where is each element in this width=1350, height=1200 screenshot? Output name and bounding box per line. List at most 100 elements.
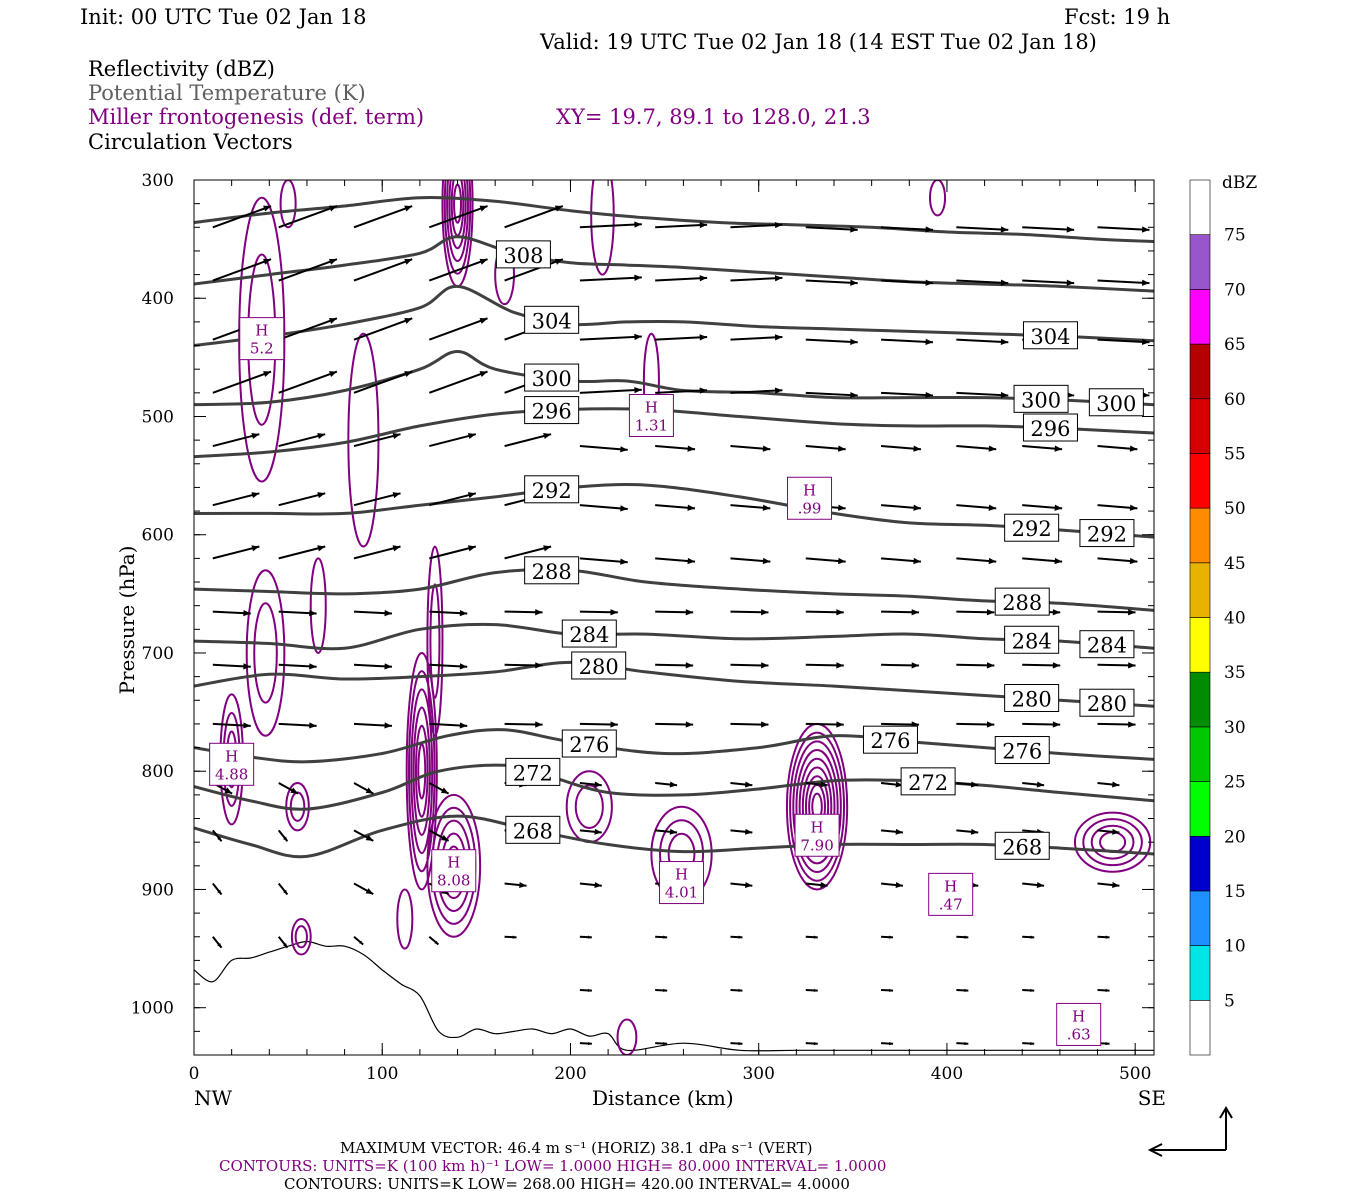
circulation-vector-head: [970, 781, 979, 788]
circulation-vector-head: [850, 338, 858, 345]
circulation-vector-head: [404, 205, 413, 212]
circulation-vector: [504, 205, 564, 229]
colorbar-segment: [1189, 453, 1211, 509]
circulation-vector: [504, 433, 552, 448]
circulation-vector-head: [384, 610, 392, 617]
theta-contour-304: [194, 284, 1154, 348]
circulation-vector-head: [1066, 226, 1075, 233]
theta-label: 280: [579, 655, 619, 679]
circulation-vector-head: [620, 505, 628, 512]
circulation-vector: [655, 223, 708, 229]
circulation-vector-head: [895, 781, 903, 788]
theta-label: 300: [532, 367, 572, 391]
circulation-vector-head: [838, 557, 846, 565]
colorbar-level-label: 70: [1224, 280, 1246, 300]
theta-label-box: [900, 767, 956, 796]
circulation-vector-head: [365, 787, 374, 794]
colorbar-level-label: 55: [1224, 444, 1246, 464]
circulation-vector: [579, 335, 642, 341]
frontogenesis-max-value: 8.08: [437, 872, 470, 890]
theta-label-box: [524, 475, 580, 504]
colorbar-segment: [1189, 1000, 1211, 1056]
theta-label-box: [505, 815, 561, 844]
circulation-vector-head: [738, 935, 743, 939]
circulation-vector: [504, 545, 552, 560]
theta-label-box: [1088, 388, 1144, 417]
frontogenesis-max-box: [787, 476, 833, 520]
colorbar-level-label: 60: [1224, 390, 1246, 410]
circulation-vector: [579, 445, 628, 451]
circulation-vector: [1022, 279, 1075, 285]
circulation-vector-head: [1141, 338, 1150, 345]
colorbar: 5 10 15 20 25 30 35 40 45 50 55 60 65 70 75 dBZ: [1189, 173, 1257, 1056]
circulation-vector-head: [290, 787, 299, 794]
frontogenesis-max-letter: H: [803, 481, 816, 499]
circulation-vector-head: [365, 834, 374, 841]
circulation-vector-head: [1141, 226, 1150, 233]
circulation-vector-head: [889, 988, 894, 993]
circulation-vector-head: [251, 545, 260, 552]
frontogenesis-max-value: 7.90: [800, 836, 833, 854]
theta-label: 276: [569, 733, 609, 757]
frontogenesis-contours: [219, 180, 1152, 1055]
terrain-line: [194, 940, 1154, 1052]
circulation-vector-head: [440, 787, 449, 794]
circulation-vector-head: [669, 828, 678, 835]
circulation-vector-head: [263, 205, 272, 212]
field-frontogenesis: Miller frontogenesis (def. term): [88, 105, 425, 129]
frontogenesis-max-letter: H: [1072, 1007, 1085, 1025]
circulation-vector-head: [519, 882, 527, 889]
circulation-vector-head: [889, 935, 894, 939]
circulation-vector-head: [243, 663, 251, 670]
frontogenesis-contour: [285, 782, 310, 832]
theta-label: 300: [1096, 392, 1136, 416]
theta-label-box: [1022, 413, 1078, 442]
circulation-vector-head: [1112, 781, 1120, 788]
circulation-vector-head: [964, 1041, 969, 1046]
colorbar-segment: [1189, 179, 1211, 235]
x-axis-label: Distance (km): [592, 1086, 734, 1110]
x-end-label-right: SE: [1138, 1086, 1166, 1110]
frontogenesis-contour: [429, 583, 441, 699]
circulation-vector: [428, 370, 488, 394]
circulation-vector-head: [925, 391, 933, 399]
circulation-vector: [353, 258, 413, 282]
theta-label: 284: [1087, 634, 1127, 658]
circulation-vector-head: [699, 221, 708, 229]
circulation-vector-head: [1030, 935, 1035, 939]
circulation-vector-head: [988, 504, 997, 511]
circulation-vector-head: [634, 274, 642, 281]
circulation-vector-head: [699, 387, 708, 394]
colorbar-level-label: 15: [1224, 882, 1246, 902]
circulation-vector: [956, 391, 1009, 397]
frontogenesis-max-box: [928, 872, 974, 916]
theta-contour-312: [194, 196, 1154, 243]
circulation-vector-head: [1129, 504, 1138, 511]
theta-label-box: [505, 757, 561, 786]
circulation-vector: [278, 317, 338, 341]
theta-label: 288: [1002, 591, 1042, 615]
frontogenesis-contour: [245, 569, 286, 737]
x-end-label-left: NW: [194, 1086, 233, 1110]
circulation-vector-head: [836, 609, 844, 616]
frontogenesis-contour: [1099, 831, 1127, 854]
circulation-vector: [428, 205, 488, 229]
terrain-profile: [194, 940, 1154, 1052]
colorbar-segment: [1189, 398, 1211, 454]
circulation-vector-head: [838, 445, 846, 452]
theta-label: 300: [1021, 388, 1061, 412]
circulation-vector-head: [467, 545, 476, 552]
circulation-vector-head: [535, 662, 543, 669]
circulation-vector-head: [1105, 1041, 1110, 1046]
frontogenesis-contour: [290, 918, 312, 956]
circulation-vector-head: [1112, 882, 1120, 889]
circulation-vector-head: [620, 446, 628, 453]
frontogenesis-max-box: [239, 317, 285, 361]
circulation-vector: [212, 205, 272, 229]
circulation-vector: [278, 258, 338, 282]
circulation-vector-head: [836, 662, 844, 669]
contour-labels: 268 268 272 272 276 276 276 280 280 280 284 284 284 2…: [209, 240, 1144, 1046]
frontogenesis-contour: [294, 925, 308, 949]
circulation-vector: [1097, 226, 1150, 231]
colorbar-segment: [1189, 726, 1211, 782]
